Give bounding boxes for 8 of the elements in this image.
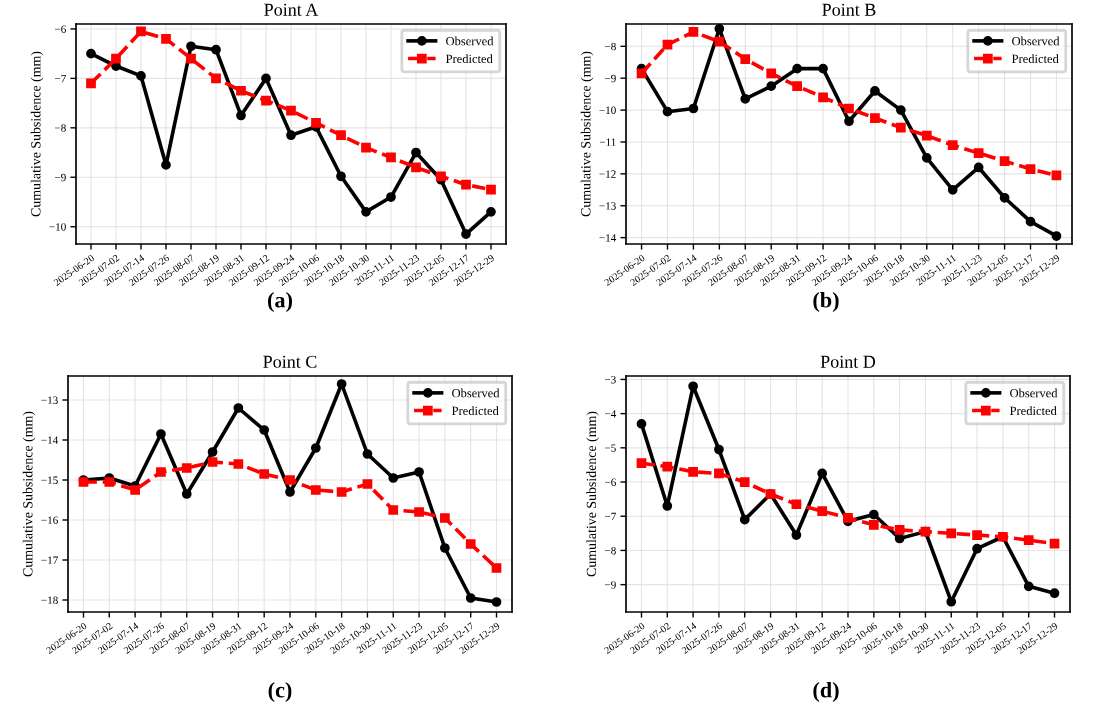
text: (b) <box>813 291 839 313</box>
text: (a) <box>268 291 292 313</box>
chart-title: Point B <box>822 3 876 16</box>
text: (c) <box>268 681 292 703</box>
chart-title: Point A <box>264 3 319 16</box>
chart-title: Point D <box>820 355 876 368</box>
text: (d) <box>813 681 839 703</box>
chart-title: Point C <box>263 355 317 368</box>
